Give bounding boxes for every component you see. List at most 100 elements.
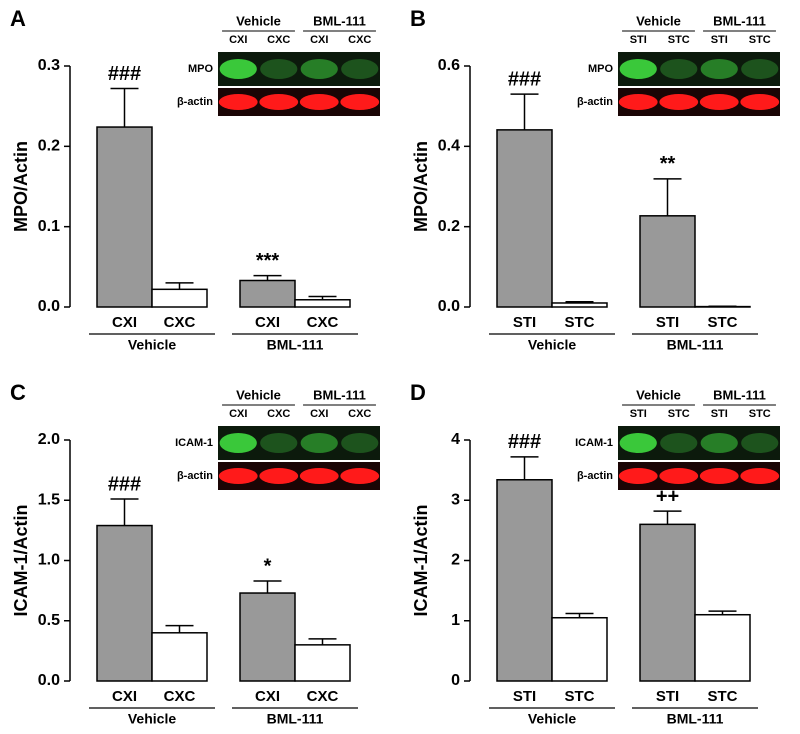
blot-lane-label: CXC xyxy=(267,34,290,46)
bar xyxy=(694,613,751,682)
y-tick-label: 0.5 xyxy=(38,612,60,629)
y-tick-label: 3 xyxy=(451,491,460,508)
y-tick-label: 1 xyxy=(451,612,460,629)
y-tick-label: 0.1 xyxy=(38,218,60,235)
y-tick-label: 2.0 xyxy=(38,431,60,448)
x-tick-label: CXI xyxy=(255,314,280,331)
group-label: Vehicle xyxy=(128,711,176,727)
x-tick-label: STI xyxy=(513,688,536,705)
blot-band xyxy=(618,94,658,110)
blot-lane-label: CXC xyxy=(348,34,371,46)
x-tick-label: CXC xyxy=(307,314,339,331)
bar xyxy=(496,129,553,308)
blot-lane-label: CXI xyxy=(310,408,328,420)
group-label: BML-111 xyxy=(267,337,324,353)
bar xyxy=(496,479,553,682)
y-tick-label: 4 xyxy=(451,431,460,448)
bar xyxy=(151,288,208,308)
blot-group-label: BML-111 xyxy=(713,13,766,28)
blot-lane-label: STI xyxy=(630,34,647,46)
x-tick-label: CXC xyxy=(164,314,196,331)
blot-row-label: ICAM-1 xyxy=(575,437,613,449)
x-tick-label: CXI xyxy=(255,688,280,705)
group-label: BML-111 xyxy=(267,711,324,727)
panel: ### STI STC ++ STI STC Vehicle BML-111 0 1 2 3 4 ICAM… xyxy=(410,380,780,727)
blot-row-label: MPO xyxy=(188,63,214,75)
blot-group-label: BML-111 xyxy=(313,387,366,402)
panel: ### STI STC ** STI STC Vehicle BML-111 0.0 0.2 0.4… xyxy=(410,6,780,353)
significance: ++ xyxy=(656,485,679,507)
y-tick-label: 0.2 xyxy=(38,138,60,155)
bar xyxy=(294,644,351,682)
y-tick-label: 0.2 xyxy=(438,218,460,235)
blot-lane-label: CXC xyxy=(348,408,371,420)
bar xyxy=(551,302,608,308)
blot-band xyxy=(700,59,738,79)
blot-band xyxy=(259,94,299,110)
blot-band xyxy=(660,433,698,453)
blot-band xyxy=(299,468,339,484)
significance: * xyxy=(264,555,272,577)
blot-row-label: β-actin xyxy=(177,470,213,482)
x-tick-label: CXC xyxy=(307,688,339,705)
group-label: Vehicle xyxy=(528,711,576,727)
y-tick-label: 1.0 xyxy=(38,552,60,569)
blot-band xyxy=(619,433,657,453)
panel-label: D xyxy=(410,380,426,405)
blot-band xyxy=(341,59,379,79)
group-label: BML-111 xyxy=(667,711,724,727)
group-label: Vehicle xyxy=(128,337,176,353)
blot-band xyxy=(619,59,657,79)
y-tick-label: 0.0 xyxy=(38,672,60,689)
bar xyxy=(239,592,296,682)
y-tick-label: 2 xyxy=(451,552,460,569)
blot-band xyxy=(300,433,338,453)
blot-band xyxy=(300,59,338,79)
blot-band xyxy=(700,433,738,453)
blot-band xyxy=(659,468,699,484)
blot-lane-label: STC xyxy=(668,34,690,46)
panel: ### CXI CXC * CXI CXC Vehicle BML-111 0.0 0.5 1.0 1… xyxy=(10,380,380,727)
blot-band xyxy=(218,94,258,110)
blot-band xyxy=(740,94,780,110)
blot-lane-label: STC xyxy=(749,408,771,420)
y-tick-label: 0.3 xyxy=(38,57,60,74)
blot-band xyxy=(741,433,779,453)
y-tick-label: 0.0 xyxy=(438,298,460,315)
significance: ### xyxy=(508,68,541,90)
blot-band xyxy=(659,94,699,110)
significance: ** xyxy=(660,153,676,175)
blot-band xyxy=(260,59,298,79)
blot-band xyxy=(218,468,258,484)
blot-band xyxy=(660,59,698,79)
blot-group-label: BML-111 xyxy=(313,13,366,28)
significance: ### xyxy=(508,431,541,453)
y-tick-label: 0.0 xyxy=(38,298,60,315)
bar xyxy=(551,616,608,682)
blot-row-label: β-actin xyxy=(577,96,613,108)
y-axis-label: MPO/Actin xyxy=(11,141,31,232)
x-tick-label: CXI xyxy=(112,688,137,705)
blot-lane-label: CXI xyxy=(229,34,247,46)
blot-band xyxy=(340,94,380,110)
blot-lane-label: CXI xyxy=(310,34,328,46)
y-tick-label: 0.6 xyxy=(438,57,460,74)
blot-lane-label: STC xyxy=(668,408,690,420)
y-axis-label: ICAM-1/Actin xyxy=(411,505,431,617)
blot-band xyxy=(219,59,257,79)
blot-lane-label: STI xyxy=(630,408,647,420)
blot-band xyxy=(259,468,299,484)
blot-row-label: MPO xyxy=(588,63,614,75)
panel-label: A xyxy=(10,6,26,31)
x-tick-label: STC xyxy=(708,688,738,705)
x-tick-label: STI xyxy=(513,314,536,331)
bar xyxy=(96,524,153,682)
blot-band xyxy=(618,468,658,484)
blot-lane-label: CXC xyxy=(267,408,290,420)
blot-band xyxy=(740,468,780,484)
bar xyxy=(639,523,696,682)
blot-band xyxy=(699,468,739,484)
x-tick-label: STC xyxy=(565,314,595,331)
blot-band xyxy=(260,433,298,453)
blot-lane-label: STI xyxy=(711,34,728,46)
